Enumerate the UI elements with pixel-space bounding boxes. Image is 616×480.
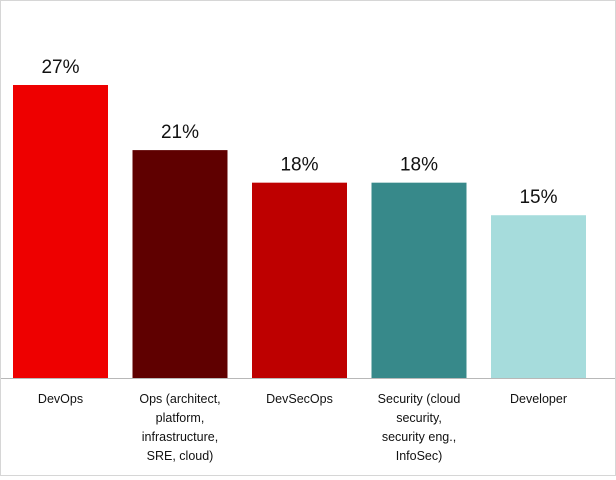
bar-3 (252, 182, 347, 378)
category-label-3: DevSecOps (266, 392, 333, 406)
category-label-line: platform, (156, 411, 205, 425)
value-label-3: 18% (280, 155, 318, 176)
category-label-1: DevOps (38, 392, 83, 406)
bar-4 (371, 182, 467, 378)
category-label-line: DevSecOps (266, 392, 333, 406)
value-labels: 27% 21% 18% 18% 15% (41, 57, 557, 208)
bars (13, 85, 586, 378)
category-label-5: Developer (510, 392, 567, 406)
value-label-4: 18% (400, 155, 438, 176)
category-label-line: Developer (510, 392, 567, 406)
category-label-line: InfoSec) (396, 449, 443, 463)
category-label-line: SRE, cloud) (147, 449, 214, 463)
category-label-line: security eng., (382, 430, 456, 444)
category-label-line: Ops (architect, (139, 392, 220, 406)
bar-1 (13, 85, 108, 378)
category-labels: DevOps Ops (architect, platform, infrastruc… (38, 392, 567, 463)
category-label-line: DevOps (38, 392, 83, 406)
category-label-2: Ops (architect, platform, infrastructure, S… (139, 392, 220, 463)
bar-5 (491, 215, 586, 378)
category-label-4: Security (cloud security, security eng., In… (378, 392, 461, 463)
category-label-line: Security (cloud (378, 392, 461, 406)
value-label-5: 15% (519, 187, 557, 208)
bar-2 (132, 150, 228, 378)
value-label-1: 27% (41, 57, 79, 78)
category-label-line: infrastructure, (142, 430, 218, 444)
value-label-2: 21% (161, 122, 199, 143)
category-label-line: security, (396, 411, 442, 425)
